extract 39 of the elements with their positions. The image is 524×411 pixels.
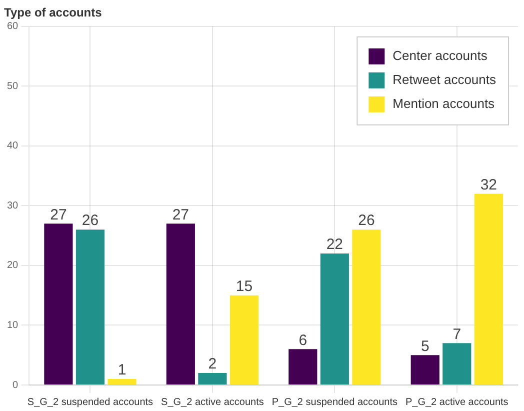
legend-label: Mention accounts <box>392 96 496 111</box>
bar <box>442 343 472 384</box>
chart-title: Type of accounts <box>4 6 102 20</box>
bar <box>108 379 136 384</box>
data-label: 2 <box>208 356 217 373</box>
data-label: 32 <box>480 176 498 194</box>
y-tick-label: 50 <box>7 80 19 92</box>
y-tick-label: 30 <box>7 200 19 212</box>
bar <box>288 349 318 384</box>
data-label: 6 <box>298 332 308 349</box>
data-label: 5 <box>420 338 430 355</box>
data-label: 1 <box>118 362 126 379</box>
y-tick-label: 0 <box>12 380 19 391</box>
bar <box>230 295 259 384</box>
x-tick-label: P_G_2 suspended accounts <box>272 396 398 408</box>
legend-label: Center accounts <box>392 48 488 63</box>
data-label: 22 <box>326 236 344 254</box>
data-label: 7 <box>452 326 462 343</box>
y-tick-label: 40 <box>7 140 19 152</box>
bar <box>474 194 503 384</box>
bar <box>198 373 227 384</box>
y-tick-label: 60 <box>7 21 19 32</box>
x-tick-label: P_G_2 active accounts <box>405 396 508 408</box>
bar <box>320 254 349 384</box>
bar <box>166 224 195 384</box>
data-label: 26 <box>358 212 375 230</box>
y-tick-label: 20 <box>7 260 19 272</box>
data-label: 27 <box>50 206 67 224</box>
bar <box>44 224 73 384</box>
data-label: 26 <box>82 212 99 230</box>
x-tick-label: S_G_2 suspended accounts <box>27 396 154 408</box>
bar <box>76 230 105 384</box>
bar <box>352 230 381 384</box>
bar <box>410 355 440 384</box>
data-label: 15 <box>236 278 253 295</box>
legend-label: Retweet accounts <box>392 72 496 87</box>
data-label: 27 <box>172 206 190 224</box>
y-tick-label: 10 <box>7 320 19 331</box>
x-tick-label: S_G_2 active accounts <box>161 396 264 408</box>
